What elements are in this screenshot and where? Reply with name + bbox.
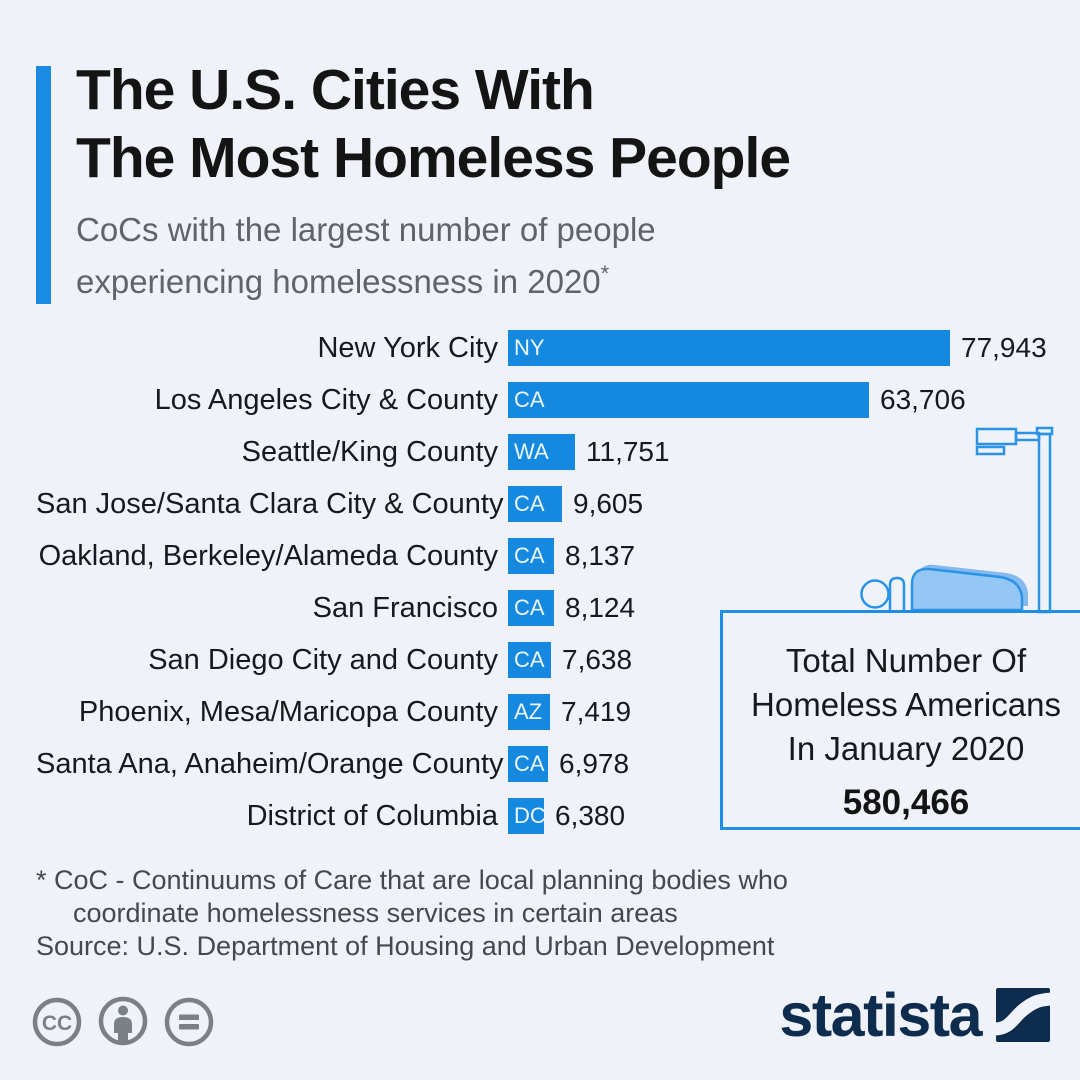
state-tag: AZ — [514, 699, 543, 724]
chart-row: San Diego City and County CA 7,638 — [36, 634, 1080, 686]
state-tag: CA — [514, 647, 545, 672]
source-line: Source: U.S. Department of Housing and U… — [36, 931, 775, 961]
city-label: New York City — [317, 331, 498, 364]
callout-line-2: Homeless Americans — [751, 686, 1061, 723]
statista-wordmark: statista — [779, 981, 982, 1049]
bar-value: 11,751 — [586, 436, 670, 467]
attribution-person-icon — [98, 996, 148, 1046]
bar: CA — [508, 642, 551, 678]
chart-row: Phoenix, Mesa/Maricopa County AZ 7,419 — [36, 686, 1080, 738]
footnote-marker: * — [600, 261, 610, 286]
city-label: San Diego City and County — [148, 643, 498, 676]
bar-value: 9,605 — [573, 488, 644, 519]
bar: WA — [508, 434, 575, 470]
state-tag: CA — [514, 751, 545, 776]
bar: DC — [508, 798, 544, 834]
no-derivatives-equals-icon — [164, 997, 214, 1047]
state-tag: CA — [514, 491, 545, 516]
bar: CA — [508, 590, 554, 626]
city-label: Phoenix, Mesa/Maricopa County — [78, 695, 498, 728]
statista-logo[interactable]: statista — [779, 981, 1050, 1049]
callout-line-1: Total Number Of — [785, 642, 1027, 679]
state-tag: DC — [514, 803, 544, 828]
subtitle-line-2: experiencing homelessness in 2020* — [76, 261, 610, 300]
chart-row: District of Columbia DC 6,380 — [36, 790, 1080, 842]
homeless-person-illustration — [860, 426, 1054, 614]
cc-license-badge[interactable]: CC — [32, 996, 222, 1048]
cc-icon: CC — [32, 997, 82, 1047]
statista-logo-mark — [996, 988, 1050, 1042]
head — [860, 579, 890, 609]
chart-row: San Jose/Santa Clara City & County CA 9,… — [36, 478, 1080, 530]
city-label: Seattle/King County — [241, 435, 498, 468]
bar-value: 7,638 — [562, 644, 633, 675]
title-line-2: The Most Homeless People — [76, 126, 791, 190]
cc-label: CC — [42, 1012, 72, 1035]
page-subtitle: CoCs with the largest number of people e… — [76, 208, 656, 304]
arm — [888, 576, 906, 610]
chart-row: New York City NY 77,943 — [36, 322, 1080, 374]
bar: CA — [508, 538, 554, 574]
chart-row: San Francisco CA 8,124 — [36, 582, 1080, 634]
chart-row: Seattle/King County WA 11,751 — [36, 426, 1080, 478]
city-label: Los Angeles City & County — [154, 383, 498, 416]
bar-value: 63,706 — [880, 384, 966, 415]
title-line-1: The U.S. Cities With — [76, 58, 595, 122]
page-title: The U.S. Cities With The Most Homeless P… — [76, 56, 791, 192]
footnote-line-1: * CoC - Continuums of Care that are loca… — [36, 865, 788, 895]
footnote-line-2: coordinate homelessness services in cert… — [73, 898, 678, 928]
bar-value: 8,137 — [565, 540, 636, 571]
bar-value: 6,978 — [559, 748, 630, 779]
chart-row: Oakland, Berkeley/Alameda County CA 8,13… — [36, 530, 1080, 582]
state-tag: WA — [514, 439, 549, 464]
total-callout-box: Total Number Of Homeless Americans In Ja… — [720, 610, 1080, 830]
bar-chart: New York City NY 77,943 Los Angeles City… — [36, 322, 1080, 842]
city-label: Oakland, Berkeley/Alameda County — [38, 539, 498, 572]
bar-value: 77,943 — [961, 332, 1047, 363]
state-tag: CA — [514, 595, 545, 620]
chart-row: Santa Ana, Anaheim/Orange County CA 6,97… — [36, 738, 1080, 790]
subtitle-line-1: CoCs with the largest number of people — [76, 211, 656, 248]
chart-row: Los Angeles City & County CA 63,706 — [36, 374, 1080, 426]
callout-total-value: 580,466 — [842, 783, 970, 822]
city-label: Santa Ana, Anaheim/Orange County — [36, 747, 504, 780]
city-label: San Jose/Santa Clara City & County — [36, 487, 504, 520]
city-label: District of Columbia — [246, 799, 498, 832]
blanket — [910, 567, 1024, 612]
state-tag: CA — [514, 387, 545, 412]
bar-value: 6,380 — [555, 800, 626, 831]
city-label: San Francisco — [312, 591, 498, 624]
callout-line-3: In January 2020 — [787, 730, 1025, 767]
sleeping-person-icon — [860, 564, 1028, 612]
state-tag: CA — [514, 543, 545, 568]
state-tag: NY — [514, 335, 545, 360]
bar: CA — [508, 486, 562, 522]
bar: AZ — [508, 694, 550, 730]
bar: CA — [508, 746, 548, 782]
bar-value: 7,419 — [561, 696, 632, 727]
bar-value: 8,124 — [565, 592, 636, 623]
bar: NY — [508, 330, 950, 366]
footnotes: * CoC - Continuums of Care that are loca… — [36, 864, 788, 963]
title-accent-bar — [36, 66, 51, 304]
bar: CA — [508, 382, 869, 418]
